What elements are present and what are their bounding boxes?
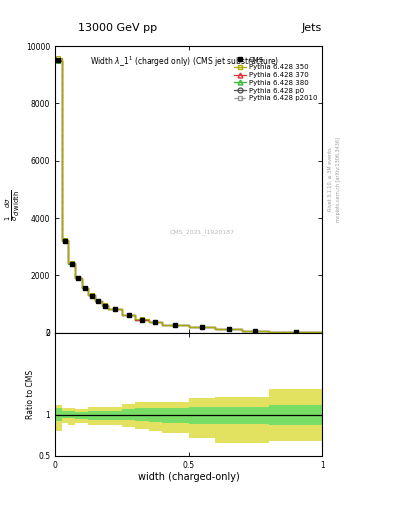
Text: mcplots.cern.ch [arXiv:1306.3436]: mcplots.cern.ch [arXiv:1306.3436] [336,137,341,222]
X-axis label: width (charged-only): width (charged-only) [138,472,239,482]
Text: Width $\lambda$_1$^1$ (charged only) (CMS jet substructure): Width $\lambda$_1$^1$ (charged only) (CM… [90,55,279,69]
Text: CMS_2021_I1920187: CMS_2021_I1920187 [169,229,235,236]
Legend: CMS, Pythia 6.428 350, Pythia 6.428 370, Pythia 6.428 380, Pythia 6.428 p0, Pyth: CMS, Pythia 6.428 350, Pythia 6.428 370,… [232,55,319,103]
Text: Jets: Jets [302,23,322,33]
Y-axis label: Ratio to CMS: Ratio to CMS [26,370,35,419]
Text: Rivet 3.1.10, ≥ 3M events: Rivet 3.1.10, ≥ 3M events [328,147,333,211]
Text: $\frac{1}{\sigma}\frac{d\sigma}{d\,\mathrm{width}}$: $\frac{1}{\sigma}\frac{d\sigma}{d\,\math… [4,189,22,221]
Text: 13000 GeV pp: 13000 GeV pp [78,23,158,33]
